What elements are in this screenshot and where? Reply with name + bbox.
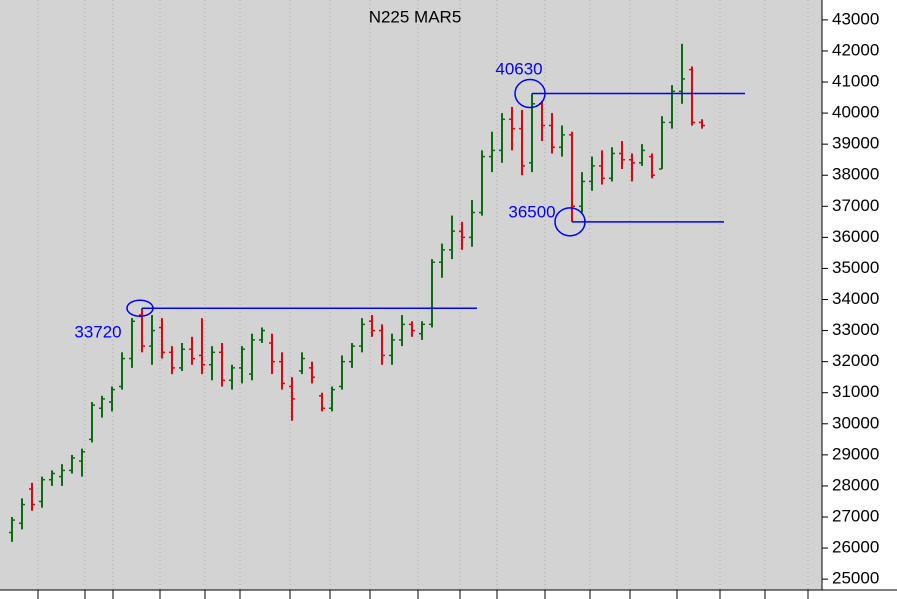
y-tick-label: 40000 xyxy=(832,103,879,122)
y-tick-label: 41000 xyxy=(832,72,879,91)
level-label: 40630 xyxy=(495,59,542,78)
y-tick-label: 27000 xyxy=(832,506,879,525)
y-tick-label: 35000 xyxy=(832,258,879,277)
y-tick-label: 43000 xyxy=(832,9,879,28)
y-tick-label: 29000 xyxy=(832,444,879,463)
y-tick-label: 37000 xyxy=(832,196,879,215)
y-tick-label: 39000 xyxy=(832,134,879,153)
chart-title: N225 MAR5 xyxy=(369,7,462,26)
y-tick-label: 33000 xyxy=(832,320,879,339)
y-tick-label: 31000 xyxy=(832,382,879,401)
y-tick-label: 38000 xyxy=(832,165,879,184)
y-tick-label: 25000 xyxy=(832,569,879,588)
y-tick-label: 42000 xyxy=(832,40,879,59)
plot-background xyxy=(0,0,822,590)
y-tick-label: 34000 xyxy=(832,289,879,308)
y-tick-label: 30000 xyxy=(832,413,879,432)
y-tick-label: 36000 xyxy=(832,227,879,246)
level-circle xyxy=(126,299,154,317)
level-circle xyxy=(554,207,586,237)
y-tick-label: 32000 xyxy=(832,351,879,370)
level-circle xyxy=(514,78,546,109)
y-tick-label: 28000 xyxy=(832,475,879,494)
level-label: 33720 xyxy=(74,322,121,341)
y-tick-label: 26000 xyxy=(832,538,879,557)
level-label: 36500 xyxy=(508,202,555,221)
